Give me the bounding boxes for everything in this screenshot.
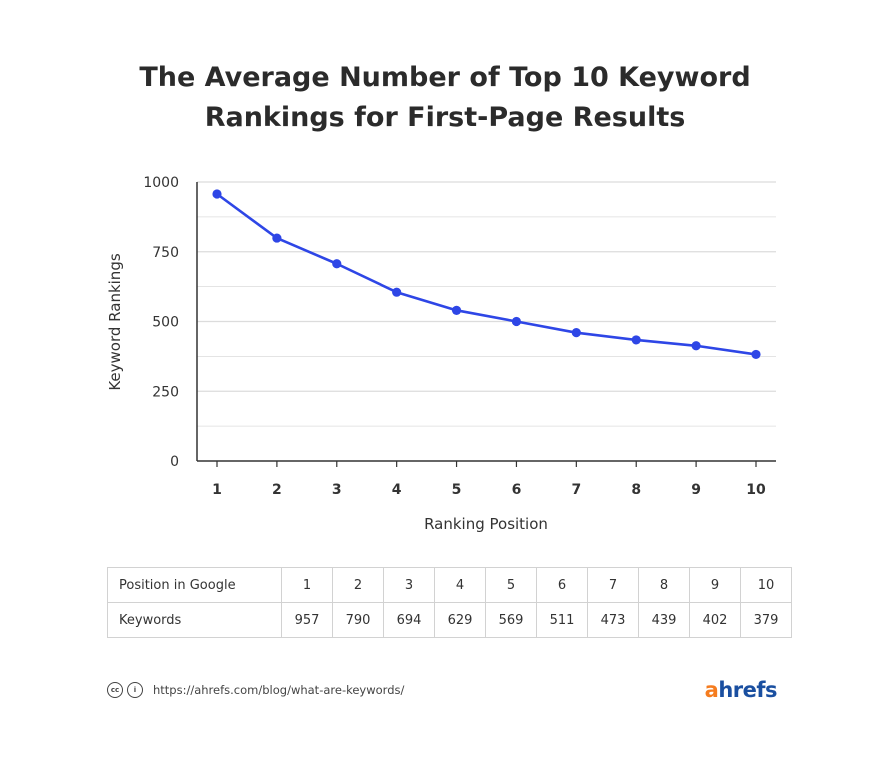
attribution-icon: i xyxy=(127,682,143,698)
table-cell: 569 xyxy=(485,602,537,638)
data-point xyxy=(272,233,282,243)
table-row-label: Keywords xyxy=(107,602,282,638)
table-cell: 957 xyxy=(281,602,333,638)
table-cell: 6 xyxy=(536,567,588,603)
x-tick-label: 2 xyxy=(272,482,282,498)
series-keyword-rankings xyxy=(212,189,761,360)
y-tick-label: 0 xyxy=(170,454,179,470)
grid-lines xyxy=(197,181,776,427)
table-cell: 379 xyxy=(740,602,792,638)
x-tick-label: 5 xyxy=(452,482,462,498)
table-cell: 8 xyxy=(638,567,690,603)
data-point xyxy=(751,349,761,360)
y-tick-label: 250 xyxy=(152,384,179,400)
table-cell: 629 xyxy=(434,602,486,638)
table-cell: 5 xyxy=(485,567,537,603)
x-tick-label: 10 xyxy=(746,482,766,498)
table-cell: 473 xyxy=(587,602,639,638)
y-tick-label: 500 xyxy=(152,315,179,331)
table-cell: 9 xyxy=(689,567,741,603)
table-row-label: Position in Google xyxy=(107,567,282,603)
x-tick-label: 1 xyxy=(212,482,222,498)
chart-title-line-2: Rankings for First-Page Results xyxy=(204,102,686,133)
table-cell: 3 xyxy=(383,567,435,603)
table-cell: 1 xyxy=(281,567,333,603)
table-cell: 790 xyxy=(332,602,384,638)
data-point xyxy=(511,316,522,327)
table-cell: 402 xyxy=(689,602,741,638)
line-chart: 0 250 500 750 1000 1 2 3 4 5 6 7 8 9 10 Ranking Posit… xyxy=(106,175,776,533)
table-row: Keywords 957 790 694 629 569 511 473 439 402 379 xyxy=(107,602,792,638)
data-table: Position in Google 1 2 3 4 5 6 7 8 9 10 Keywords 957… xyxy=(107,567,792,638)
x-tick-label: 8 xyxy=(631,482,641,498)
table-cell: 694 xyxy=(383,602,435,638)
ahrefs-logo: ahrefs xyxy=(704,678,778,702)
x-tick-label: 4 xyxy=(392,482,402,498)
data-point xyxy=(212,189,222,199)
x-tick-label: 3 xyxy=(332,482,342,498)
license-icons: cc i xyxy=(107,682,143,698)
table-cell: 439 xyxy=(638,602,690,638)
table-cell: 7 xyxy=(587,567,639,603)
x-tick-label: 7 xyxy=(571,482,581,498)
data-point xyxy=(571,328,581,338)
table-cell: 511 xyxy=(536,602,588,638)
table-cell: 10 xyxy=(740,567,792,603)
source-url[interactable]: https://ahrefs.com/blog/what-are-keyword… xyxy=(153,683,405,697)
y-tick-label: 750 xyxy=(152,245,179,261)
table-cell: 4 xyxy=(434,567,486,603)
x-axis-label: Ranking Position xyxy=(424,515,548,533)
chart-title-line-1: The Average Number of Top 10 Keyword xyxy=(139,62,751,93)
creative-commons-icon: cc xyxy=(107,682,123,698)
data-point xyxy=(691,341,701,351)
x-tick-label: 9 xyxy=(691,482,701,498)
y-tick-labels: 0 250 500 750 1000 xyxy=(143,175,179,470)
logo-text: hrefs xyxy=(718,678,777,702)
x-tick-labels: 1 2 3 4 5 6 7 8 9 10 xyxy=(212,482,766,498)
data-point xyxy=(451,305,462,315)
x-tick-label: 6 xyxy=(512,482,522,498)
chart-title: The Average Number of Top 10 Keyword Ran… xyxy=(0,58,890,138)
data-point xyxy=(392,287,402,297)
axes xyxy=(196,182,776,467)
data-point xyxy=(332,259,342,269)
table-row: Position in Google 1 2 3 4 5 6 7 8 9 10 xyxy=(107,567,792,603)
y-tick-label: 1000 xyxy=(143,175,179,191)
series-line xyxy=(216,192,757,356)
footer: cc i https://ahrefs.com/blog/what-are-ke… xyxy=(107,678,778,704)
logo-letter-a: a xyxy=(704,678,719,702)
table-cell: 2 xyxy=(332,567,384,603)
y-axis-label: Keyword Rankings xyxy=(106,253,124,391)
data-point xyxy=(631,335,641,345)
